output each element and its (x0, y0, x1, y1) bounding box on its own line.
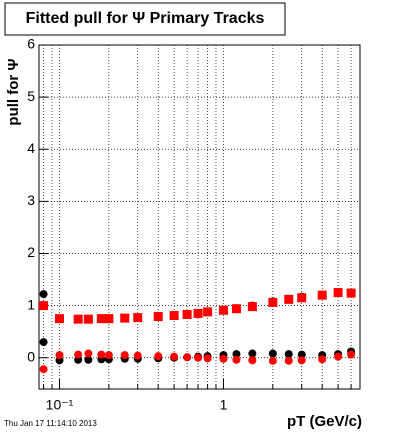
marker (97, 350, 106, 359)
marker (133, 313, 143, 323)
plot-frame (38, 44, 361, 390)
marker (297, 356, 306, 365)
marker (231, 304, 241, 314)
timestamp: Thu Jan 17 11:14:10 2013 (4, 419, 97, 428)
y-axis-label: pull for Ψ (5, 58, 22, 125)
marker (219, 354, 228, 363)
x-tick-label: 1 (220, 397, 228, 413)
marker (193, 308, 203, 318)
y-tick-label: 3 (27, 192, 35, 208)
marker (39, 290, 48, 299)
marker (120, 313, 130, 323)
marker (232, 355, 241, 364)
marker (203, 307, 213, 317)
title-box (4, 2, 286, 36)
marker (297, 293, 307, 303)
marker (104, 351, 113, 360)
marker (182, 309, 192, 319)
marker (247, 302, 257, 312)
chart-title: Fitted pull for Ψ Primary Tracks (26, 10, 265, 27)
marker (73, 314, 83, 324)
marker (170, 352, 179, 361)
marker (83, 314, 93, 324)
marker (248, 356, 257, 365)
marker (334, 352, 343, 361)
marker (39, 301, 49, 311)
marker (268, 356, 277, 365)
y-tick-label: 5 (27, 88, 35, 104)
marker (55, 351, 64, 360)
marker (203, 354, 212, 363)
marker (153, 312, 163, 322)
marker (297, 350, 306, 359)
marker (84, 355, 93, 364)
marker (268, 349, 277, 358)
y-tick-label: 1 (27, 296, 35, 312)
y-tick-label: 2 (27, 244, 35, 260)
marker (347, 350, 356, 359)
marker (74, 350, 83, 359)
marker (84, 349, 93, 358)
marker (169, 311, 179, 321)
marker (284, 350, 293, 359)
marker (133, 351, 142, 360)
marker (346, 288, 356, 298)
y-tick-label: 6 (27, 36, 35, 52)
marker (248, 349, 257, 358)
x-axis-label: pT (GeV/c) (287, 413, 362, 430)
marker (104, 314, 114, 324)
marker (54, 314, 64, 324)
x-tick-label: 10⁻¹ (46, 397, 74, 413)
marker (318, 355, 327, 364)
y-tick-label: 4 (27, 140, 35, 156)
marker (154, 352, 163, 361)
marker (194, 353, 203, 362)
marker (268, 297, 278, 307)
marker (39, 338, 48, 347)
y-tick-label: 0 (27, 348, 35, 364)
marker (96, 314, 106, 324)
marker (232, 350, 241, 359)
marker (183, 353, 192, 362)
marker (284, 294, 294, 304)
marker (333, 288, 343, 298)
marker (120, 351, 129, 360)
marker (317, 290, 327, 300)
marker (284, 356, 293, 365)
marker (218, 305, 228, 315)
marker (39, 365, 48, 374)
